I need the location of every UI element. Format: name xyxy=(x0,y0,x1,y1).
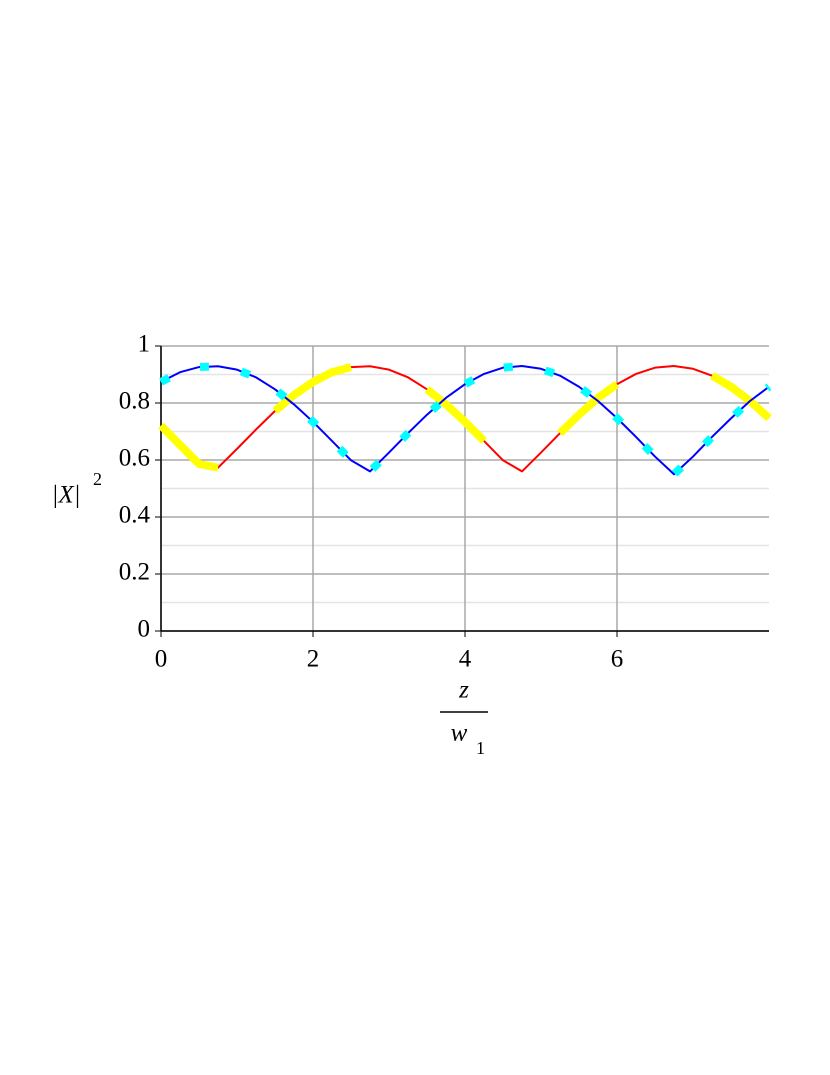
y-axis-label: |X| xyxy=(51,482,80,509)
line xyxy=(158,363,772,472)
line xyxy=(160,364,770,476)
y-tick-label: 0.8 xyxy=(119,388,150,415)
x-tick-label: 2 xyxy=(307,646,320,673)
y-axis-label-sup: 2 xyxy=(93,469,102,489)
x-tick-label: 4 xyxy=(459,646,472,673)
y-tick-label: 0.4 xyxy=(119,502,151,529)
y-tick-label: 1 xyxy=(138,331,151,358)
y-tick-label: 0.2 xyxy=(119,559,150,586)
x-tick-label: 0 xyxy=(155,646,168,673)
x-tick-label: 6 xyxy=(611,646,624,673)
x-axis-label-denominator: w xyxy=(451,720,468,747)
x-axis-label-numerator: z xyxy=(458,677,469,704)
y-tick-label: 0 xyxy=(138,616,151,643)
y-tick-label: 0.6 xyxy=(119,445,150,472)
x-axis-label-sub: 1 xyxy=(476,738,485,758)
